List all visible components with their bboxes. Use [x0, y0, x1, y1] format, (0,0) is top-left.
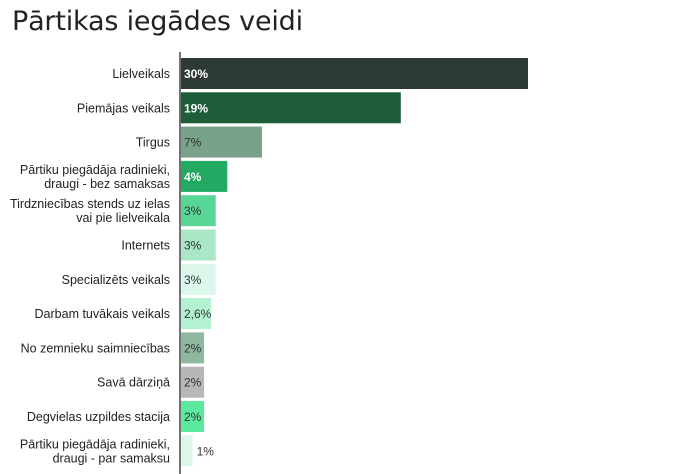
bar-5: [181, 229, 216, 261]
bar-10: [181, 401, 205, 432]
value-label-9: 2%: [184, 376, 202, 390]
value-label-8: 2%: [184, 341, 202, 355]
value-label-3: 4%: [184, 170, 202, 184]
category-label-7: Darbam tuvākais veikals: [35, 307, 170, 321]
value-label-11: 1%: [197, 444, 215, 458]
value-label-4: 3%: [184, 204, 202, 218]
category-label-2: Tirgus: [136, 136, 170, 150]
value-label-10: 2%: [184, 410, 202, 424]
category-label-9: Savā dārziņā: [97, 376, 170, 390]
bar-3: [181, 160, 228, 192]
category-label-4: Tirdzniecības stends uz ielas vai pie lie…: [10, 197, 170, 225]
bar-6: [181, 263, 216, 295]
category-label-3: Pārtiku piegādāja radinieki, draugi - bez…: [20, 163, 170, 191]
category-label-8: No zemnieku saimniecības: [21, 341, 170, 355]
bar-4: [181, 195, 216, 227]
category-labels: Lielveikals Piemājas veikals Tirgus Pārtiku…: [10, 67, 170, 465]
value-label-2: 7%: [184, 136, 202, 150]
bars-layer: [181, 58, 528, 467]
bar-1: [181, 92, 401, 124]
category-label-5: Internets: [121, 239, 170, 253]
category-label-6: Specializēts veikals: [62, 273, 170, 287]
bar-2: [181, 126, 262, 158]
bar-11: [181, 435, 193, 467]
bar-0: [181, 58, 528, 89]
value-label-7: 2,6%: [184, 307, 212, 321]
category-label-11: Pārtiku piegādāja radinieki, draugi - par…: [20, 437, 170, 465]
value-labels: 30% 19% 7% 4% 3% 3% 3% 2,6% 2% 2% 2% 1%: [184, 67, 214, 458]
category-label-1: Piemājas veikals: [77, 101, 170, 115]
category-label-0: Lielveikals: [112, 67, 170, 81]
value-label-6: 3%: [184, 273, 202, 287]
bar-8: [181, 332, 205, 364]
chart-title: Pārtikas iegādes veidi: [12, 6, 303, 37]
bar-9: [181, 366, 205, 398]
bar-7: [181, 298, 212, 330]
category-label-10: Degvielas uzpildes stacija: [27, 410, 170, 424]
value-label-5: 3%: [184, 239, 202, 253]
value-label-1: 19%: [184, 101, 208, 115]
value-label-0: 30%: [184, 67, 208, 81]
